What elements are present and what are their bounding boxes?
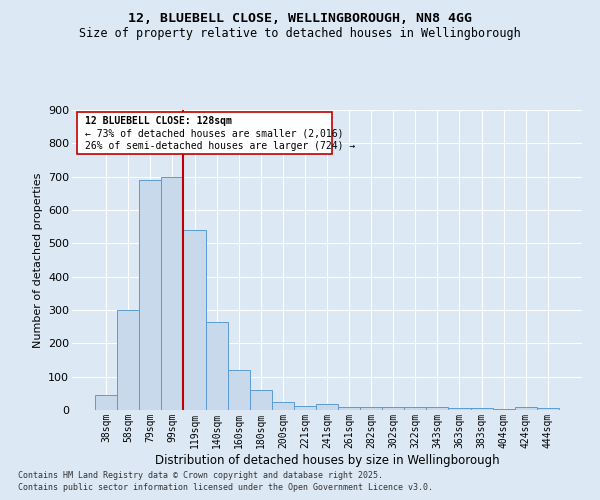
Text: Contains public sector information licensed under the Open Government Licence v3: Contains public sector information licen… xyxy=(18,484,433,492)
Bar xyxy=(272,402,294,410)
Bar xyxy=(360,408,382,410)
Bar xyxy=(294,406,316,410)
Bar xyxy=(184,230,206,410)
Y-axis label: Number of detached properties: Number of detached properties xyxy=(32,172,43,348)
Bar xyxy=(404,408,427,410)
Bar xyxy=(316,404,338,410)
Bar xyxy=(161,176,184,410)
Bar xyxy=(537,408,559,410)
Bar xyxy=(206,322,227,410)
Text: ← 73% of detached houses are smaller (2,016): ← 73% of detached houses are smaller (2,… xyxy=(85,128,343,138)
Bar xyxy=(250,390,272,410)
Bar xyxy=(448,408,470,410)
Bar xyxy=(427,408,448,410)
Text: 12 BLUEBELL CLOSE: 128sqm: 12 BLUEBELL CLOSE: 128sqm xyxy=(85,116,232,126)
Bar xyxy=(139,180,161,410)
Bar xyxy=(470,408,493,410)
FancyBboxPatch shape xyxy=(77,112,332,154)
Bar xyxy=(227,370,250,410)
Text: 26% of semi-detached houses are larger (724) →: 26% of semi-detached houses are larger (… xyxy=(85,141,355,151)
Bar xyxy=(117,310,139,410)
X-axis label: Distribution of detached houses by size in Wellingborough: Distribution of detached houses by size … xyxy=(155,454,499,466)
Text: Contains HM Land Registry data © Crown copyright and database right 2025.: Contains HM Land Registry data © Crown c… xyxy=(18,471,383,480)
Bar xyxy=(515,408,537,410)
Bar xyxy=(382,406,404,410)
Bar xyxy=(338,406,360,410)
Text: Size of property relative to detached houses in Wellingborough: Size of property relative to detached ho… xyxy=(79,28,521,40)
Text: 12, BLUEBELL CLOSE, WELLINGBOROUGH, NN8 4GG: 12, BLUEBELL CLOSE, WELLINGBOROUGH, NN8 … xyxy=(128,12,472,26)
Bar xyxy=(95,395,117,410)
